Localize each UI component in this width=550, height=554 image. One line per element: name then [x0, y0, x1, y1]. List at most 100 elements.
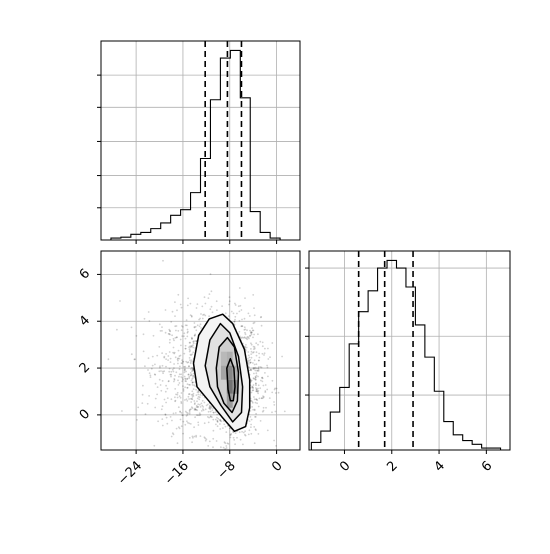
scatter-point	[244, 333, 247, 336]
scatter-point	[234, 443, 237, 446]
scatter-point	[193, 340, 196, 343]
scatter-point	[186, 386, 189, 389]
scatter-point	[267, 347, 269, 350]
scatter-point	[193, 403, 196, 406]
scatter-point	[252, 389, 255, 392]
scatter-point	[190, 406, 193, 409]
scatter-point	[192, 351, 195, 354]
scatter-point	[212, 437, 215, 440]
scatter-point	[183, 352, 186, 355]
scatter-point	[189, 302, 192, 305]
scatter-point	[232, 436, 235, 439]
scatter-ytick-label-2: 4	[77, 313, 93, 329]
scatter-point	[255, 398, 258, 401]
scatter-point	[197, 421, 200, 424]
scatter-point	[257, 389, 260, 392]
scatter-point	[245, 344, 247, 346]
scatter-point	[260, 324, 263, 327]
scatter-point	[260, 366, 263, 369]
scatter-point	[180, 392, 183, 394]
scatter-ytick-label-3: 6	[77, 266, 93, 282]
scatter-point	[244, 430, 247, 433]
scatter-point	[174, 325, 177, 328]
scatter-point	[190, 354, 193, 356]
scatter-point	[252, 384, 255, 386]
scatter-point	[248, 315, 251, 317]
scatter-point	[177, 406, 180, 409]
scatter-point	[226, 442, 229, 445]
scatter-point	[181, 335, 184, 337]
scatter-point	[257, 368, 260, 370]
scatter-point	[241, 325, 243, 327]
scatter-point	[243, 345, 246, 348]
scatter-point	[230, 310, 233, 313]
scatter-point	[233, 320, 236, 323]
scatter-point	[190, 401, 193, 403]
scatter-point	[180, 306, 183, 309]
scatter-point	[249, 368, 252, 371]
scatter-xtick-label-0: −24	[115, 458, 145, 488]
scatter-point	[174, 301, 176, 303]
scatter-point	[171, 432, 174, 435]
scatter-point	[244, 452, 246, 454]
scatter-point	[184, 386, 187, 389]
density-cell-3	[226, 365, 233, 380]
scatter-point	[181, 380, 184, 383]
scatter-point	[187, 412, 189, 415]
scatter-point	[177, 330, 180, 332]
scatter-point	[255, 367, 258, 370]
scatter-point	[277, 391, 280, 394]
scatter-point	[224, 425, 227, 428]
scatter-point	[244, 346, 247, 349]
scatter-point	[208, 315, 211, 318]
scatter-point	[184, 347, 187, 350]
scatter-point	[250, 356, 253, 359]
scatter-point	[182, 378, 184, 381]
scatter-point	[261, 410, 264, 413]
scatter-point	[257, 433, 260, 435]
scatter-point	[206, 416, 209, 418]
scatter-point	[238, 310, 241, 313]
scatter-point	[261, 377, 263, 379]
scatter-point	[176, 396, 179, 399]
scatter-point	[190, 379, 193, 382]
scatter-point	[196, 397, 199, 400]
scatter-point	[164, 309, 167, 311]
scatter-point	[228, 427, 231, 430]
scatter-point	[190, 315, 193, 318]
scatter-point	[162, 372, 165, 375]
scatter-point	[222, 420, 225, 422]
scatter-point	[248, 420, 251, 422]
scatter-point	[191, 474, 193, 476]
scatter-point	[254, 416, 256, 418]
scatter-point	[251, 385, 254, 388]
scatter-point	[191, 381, 194, 384]
scatter-point	[222, 446, 225, 449]
scatter-point	[165, 358, 168, 360]
scatter-point	[170, 375, 172, 378]
scatter-point	[174, 399, 177, 402]
scatter-point	[242, 431, 245, 434]
scatter-point	[238, 287, 241, 289]
scatter-point	[164, 390, 167, 393]
scatter-point	[173, 367, 175, 369]
scatter-point	[247, 433, 250, 436]
scatter-point	[186, 335, 189, 338]
scatter-point	[179, 410, 182, 413]
scatter-point	[116, 328, 118, 331]
scatter-point	[173, 352, 176, 355]
scatter-point	[209, 469, 211, 471]
scatter-point	[183, 332, 186, 335]
scatter-point	[158, 378, 161, 381]
scatter-point	[160, 389, 163, 392]
scatter-point	[229, 434, 232, 436]
scatter-point	[167, 380, 170, 383]
scatter-point	[271, 391, 274, 394]
scatter-point	[255, 387, 257, 389]
scatter-point	[119, 300, 121, 302]
scatter-point	[196, 409, 199, 412]
scatter-point	[254, 366, 257, 369]
scatter-point	[266, 366, 269, 369]
scatter-point	[251, 401, 254, 404]
scatter-point	[178, 427, 181, 430]
